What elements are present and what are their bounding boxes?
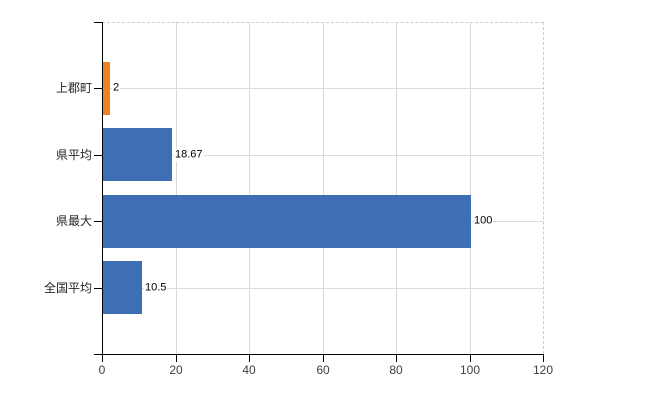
y-axis-tick — [94, 22, 102, 23]
gridline-horizontal — [103, 288, 543, 289]
x-axis-tick — [396, 354, 397, 362]
x-axis-tick — [543, 354, 544, 362]
gridline-horizontal — [103, 155, 543, 156]
y-axis-tick — [94, 155, 102, 156]
bar — [103, 261, 142, 314]
category-label: 県最大 — [55, 214, 92, 228]
y-axis-tick — [94, 288, 102, 289]
gridline-vertical — [249, 22, 250, 354]
x-tick-label: 80 — [389, 363, 403, 377]
x-tick-label: 20 — [169, 363, 183, 377]
gridline-vertical — [322, 22, 324, 354]
x-axis-tick — [470, 354, 471, 362]
x-axis-tick — [102, 354, 103, 362]
y-axis-line — [102, 22, 103, 355]
x-tick-label: 100 — [459, 363, 481, 377]
bar — [103, 195, 471, 248]
category-label: 全国平均 — [43, 281, 92, 295]
x-axis-tick — [323, 354, 324, 362]
y-axis-tick — [94, 88, 102, 89]
gridline-horizontal — [103, 88, 543, 89]
plot-border-right — [543, 22, 544, 354]
gridline-vertical — [469, 22, 471, 354]
x-tick-label: 60 — [316, 363, 330, 377]
bar — [103, 128, 172, 181]
x-tick-label: 0 — [98, 363, 106, 377]
category-label: 上郡町 — [55, 81, 92, 95]
value-label: 100 — [473, 214, 494, 228]
bar — [103, 62, 110, 115]
category-label: 県平均 — [55, 148, 92, 162]
plot-border-top — [102, 22, 543, 23]
value-label: 18.67 — [174, 148, 204, 162]
value-label: 10.5 — [144, 281, 168, 295]
gridline-vertical — [175, 22, 177, 354]
gridline-vertical — [396, 22, 397, 354]
value-label: 2 — [112, 81, 121, 95]
x-axis-tick — [249, 354, 250, 362]
x-axis-line — [94, 354, 544, 355]
x-axis-tick — [176, 354, 177, 362]
y-axis-tick — [94, 221, 102, 222]
x-tick-label: 120 — [532, 363, 554, 377]
x-tick-label: 40 — [242, 363, 256, 377]
